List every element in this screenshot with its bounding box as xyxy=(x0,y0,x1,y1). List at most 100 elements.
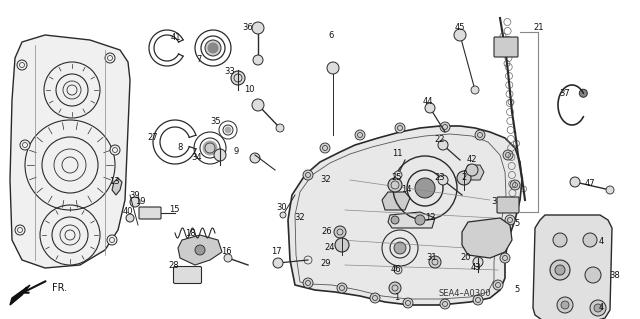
Circle shape xyxy=(15,225,25,235)
Circle shape xyxy=(337,283,347,293)
Circle shape xyxy=(303,170,313,180)
Text: 5: 5 xyxy=(515,286,520,294)
Text: 37: 37 xyxy=(559,90,570,99)
Circle shape xyxy=(303,278,313,288)
FancyBboxPatch shape xyxy=(494,37,518,57)
Text: 11: 11 xyxy=(392,150,403,159)
Circle shape xyxy=(475,130,485,140)
Circle shape xyxy=(273,258,283,268)
Text: SEA4–A0300: SEA4–A0300 xyxy=(438,288,492,298)
Text: 34: 34 xyxy=(192,153,202,162)
Circle shape xyxy=(438,140,448,150)
Polygon shape xyxy=(10,285,30,305)
Circle shape xyxy=(505,215,515,225)
Circle shape xyxy=(429,256,441,268)
Text: 46: 46 xyxy=(390,265,401,275)
Circle shape xyxy=(553,233,567,247)
Text: 32: 32 xyxy=(321,175,332,184)
Text: 25: 25 xyxy=(392,174,403,182)
Text: 13: 13 xyxy=(109,177,119,187)
Circle shape xyxy=(466,164,478,176)
Circle shape xyxy=(394,266,402,274)
Circle shape xyxy=(476,229,494,247)
Circle shape xyxy=(17,60,27,70)
Circle shape xyxy=(389,282,401,294)
Text: 33: 33 xyxy=(225,68,236,77)
Circle shape xyxy=(225,127,231,133)
Text: 36: 36 xyxy=(243,24,253,33)
Circle shape xyxy=(415,178,435,198)
Circle shape xyxy=(335,238,349,252)
Text: 29: 29 xyxy=(321,258,332,268)
Circle shape xyxy=(252,22,264,34)
Circle shape xyxy=(440,299,450,309)
Circle shape xyxy=(105,53,115,63)
Circle shape xyxy=(438,175,448,185)
Circle shape xyxy=(594,304,602,312)
Circle shape xyxy=(557,297,573,313)
Circle shape xyxy=(415,215,425,225)
Text: 17: 17 xyxy=(271,248,282,256)
Circle shape xyxy=(471,86,479,94)
Polygon shape xyxy=(288,126,522,305)
Text: 38: 38 xyxy=(610,271,620,279)
Text: 10: 10 xyxy=(244,85,254,93)
Polygon shape xyxy=(462,218,512,258)
Circle shape xyxy=(440,122,450,132)
Text: 22: 22 xyxy=(435,136,445,145)
Circle shape xyxy=(214,149,226,161)
Polygon shape xyxy=(10,35,130,268)
Text: 6: 6 xyxy=(328,31,333,40)
Text: 18: 18 xyxy=(185,229,195,239)
Text: 14: 14 xyxy=(401,186,412,195)
Text: 39: 39 xyxy=(130,190,140,199)
Text: 27: 27 xyxy=(148,133,158,143)
Text: FR.: FR. xyxy=(52,283,67,293)
Text: 28: 28 xyxy=(169,262,179,271)
Polygon shape xyxy=(388,212,435,228)
Circle shape xyxy=(585,267,601,283)
Circle shape xyxy=(454,29,466,41)
Text: 8: 8 xyxy=(177,144,182,152)
Circle shape xyxy=(473,257,483,267)
Circle shape xyxy=(370,293,380,303)
Text: 12: 12 xyxy=(425,213,435,222)
Circle shape xyxy=(327,62,339,74)
Circle shape xyxy=(110,145,120,155)
FancyBboxPatch shape xyxy=(173,266,202,284)
Circle shape xyxy=(606,186,614,194)
Circle shape xyxy=(550,260,570,280)
Text: 40: 40 xyxy=(123,207,133,217)
Text: 9: 9 xyxy=(234,147,239,157)
Text: 41: 41 xyxy=(171,33,181,42)
Circle shape xyxy=(510,180,520,190)
Circle shape xyxy=(208,43,218,53)
Circle shape xyxy=(506,201,511,205)
Circle shape xyxy=(280,212,286,218)
Circle shape xyxy=(561,301,569,309)
Text: 35: 35 xyxy=(211,117,221,127)
Circle shape xyxy=(579,89,588,97)
Text: 5: 5 xyxy=(515,219,520,228)
Circle shape xyxy=(20,140,30,150)
Circle shape xyxy=(183,271,191,279)
Circle shape xyxy=(253,55,263,65)
Text: 30: 30 xyxy=(276,204,287,212)
Text: 20: 20 xyxy=(461,254,471,263)
Circle shape xyxy=(480,233,490,243)
Circle shape xyxy=(224,254,232,262)
Circle shape xyxy=(403,298,413,308)
Text: 3: 3 xyxy=(492,197,497,206)
Text: 1: 1 xyxy=(394,293,399,302)
Circle shape xyxy=(570,177,580,187)
Text: 4: 4 xyxy=(598,238,604,247)
Circle shape xyxy=(130,197,140,207)
Polygon shape xyxy=(178,235,222,265)
Circle shape xyxy=(388,178,402,192)
Text: 26: 26 xyxy=(322,227,332,236)
Circle shape xyxy=(205,143,215,153)
Circle shape xyxy=(231,71,245,85)
Text: 42: 42 xyxy=(467,155,477,165)
Text: 44: 44 xyxy=(423,98,433,107)
Circle shape xyxy=(503,150,513,160)
